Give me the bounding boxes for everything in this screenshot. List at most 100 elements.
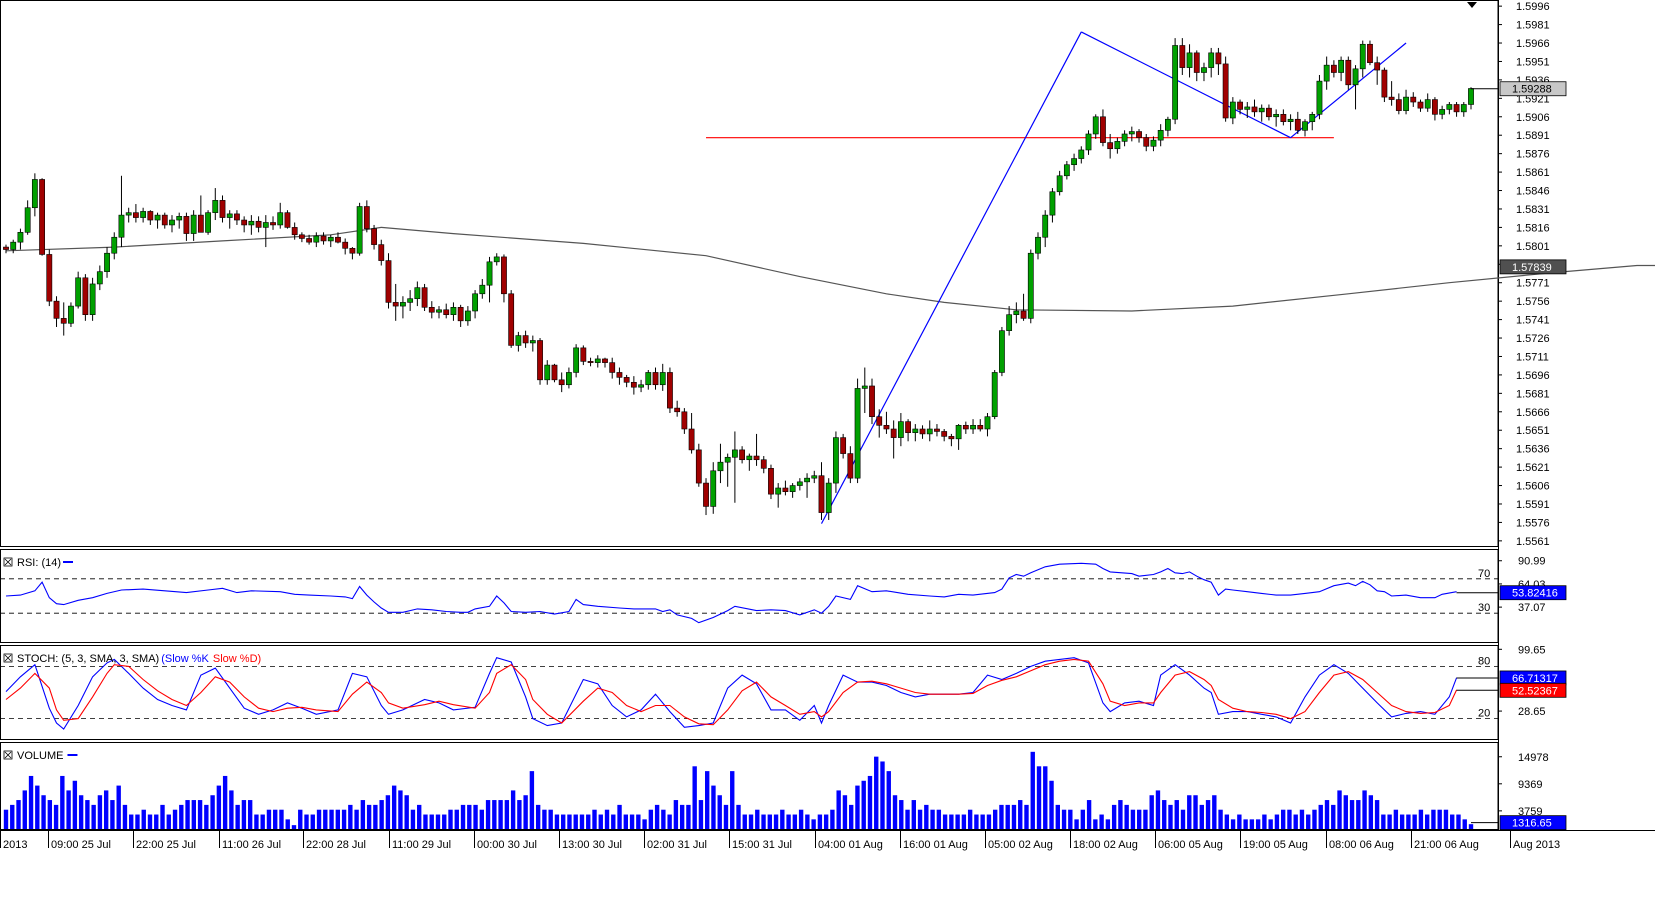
x-tick-label: 04:00 01 Aug — [818, 839, 883, 851]
candle-body — [876, 416, 883, 426]
volume-bar — [103, 790, 109, 829]
volume-bar — [792, 814, 798, 829]
candle — [659, 363, 666, 391]
stoch-y-tick-label: 28.65 — [1518, 706, 1546, 718]
candle — [320, 232, 327, 245]
volume-bar — [999, 804, 1004, 829]
volume-bar — [742, 814, 747, 829]
volume-bar — [730, 771, 735, 829]
candle — [392, 283, 399, 321]
volume-bar — [1255, 819, 1261, 829]
x-tick-label: 21:00 06 Aug — [1414, 839, 1479, 851]
candle — [443, 303, 450, 319]
candle — [1063, 161, 1070, 180]
chevron-down-icon[interactable] — [1467, 2, 1477, 8]
candle-body — [1071, 158, 1077, 166]
volume-bar — [1293, 814, 1298, 829]
volume-bar — [22, 790, 27, 829]
x-tick-label: Aug 2013 — [1513, 839, 1560, 851]
candle — [1128, 126, 1135, 142]
volume-bar — [510, 790, 516, 829]
candle-body — [1302, 121, 1308, 131]
volume-bar — [892, 795, 898, 829]
volume-bar — [72, 780, 78, 829]
candle — [594, 355, 601, 368]
candle-body — [1172, 45, 1179, 120]
candle — [89, 277, 96, 321]
candle — [566, 367, 572, 389]
candle-body — [645, 372, 652, 386]
candle-body — [450, 307, 457, 315]
candle — [984, 413, 991, 437]
volume-bar — [1224, 814, 1230, 829]
volume-bar — [755, 809, 760, 829]
stoch-level-label: 20 — [1478, 708, 1490, 720]
volume-bar — [1287, 809, 1292, 829]
candle — [876, 409, 883, 438]
rsi-current-label-box — [1499, 585, 1567, 601]
candle — [926, 420, 933, 442]
price-y-tick-label: 1.5846 — [1516, 186, 1550, 198]
candle — [1143, 133, 1150, 152]
candle — [450, 302, 457, 321]
candle-body — [1179, 45, 1186, 68]
volume-bar — [1086, 800, 1092, 829]
candle — [573, 344, 580, 378]
candle — [1453, 102, 1460, 117]
candle — [1309, 111, 1316, 131]
candle — [818, 462, 825, 520]
candle — [1388, 81, 1395, 106]
volume-bar — [636, 814, 641, 829]
candle — [544, 360, 551, 385]
volume-title: VOLUME — [17, 750, 63, 762]
candle — [1287, 114, 1294, 131]
stoch-k-current-label-text: 66.71317 — [1512, 673, 1558, 685]
candle — [1403, 89, 1409, 115]
candle-body — [277, 212, 284, 226]
volume-bar — [341, 809, 347, 829]
volume-bar — [435, 814, 441, 829]
candle — [1424, 93, 1431, 112]
rsi-y-tick-label: 90.99 — [1518, 556, 1546, 568]
candle — [371, 224, 377, 250]
candle — [840, 433, 847, 459]
x-tick-label: 06:00 05 Aug — [1158, 839, 1223, 851]
candle-body — [999, 330, 1005, 373]
close-icon-cross — [4, 751, 12, 759]
candle — [1222, 56, 1229, 122]
candle-body — [133, 212, 139, 218]
candle-body — [594, 358, 601, 363]
candle — [234, 210, 240, 225]
price-y-tick-label: 1.5876 — [1516, 149, 1550, 161]
candle — [919, 425, 926, 439]
candle — [1237, 99, 1243, 115]
candle — [428, 301, 435, 319]
volume-bar — [1418, 809, 1424, 829]
volume-bar — [561, 814, 566, 829]
candle — [688, 413, 695, 454]
candle-body — [558, 379, 565, 386]
current-price-label: 1.59288 — [1499, 81, 1567, 97]
volume-bar — [135, 814, 140, 829]
trend-line — [1081, 31, 1291, 139]
candle — [739, 446, 746, 464]
candle — [1150, 136, 1157, 152]
current-price-label-box — [1499, 81, 1567, 97]
volume-bar — [329, 809, 334, 829]
candle-body — [46, 254, 53, 302]
candle-body — [984, 416, 991, 430]
stoch-pane: 80 20 99.65 28.65 STOCH: (5, 3, SMA, 3, SMA)… — [0, 644, 1567, 730]
candle-body — [804, 477, 810, 483]
current-price-label-text: 1.59288 — [1512, 84, 1552, 96]
candle — [39, 178, 45, 256]
price-y-tick-label: 1.5771 — [1516, 278, 1550, 290]
volume-bar — [911, 800, 916, 829]
price-y-tick-label: 1.5951 — [1516, 56, 1550, 68]
candle — [385, 253, 392, 309]
volume-bar — [1018, 800, 1023, 829]
volume-bar — [1055, 804, 1060, 829]
candle-body — [1092, 116, 1099, 135]
volume-bar — [1331, 804, 1336, 829]
candle-body — [82, 277, 89, 315]
volume-bar — [1280, 809, 1286, 829]
